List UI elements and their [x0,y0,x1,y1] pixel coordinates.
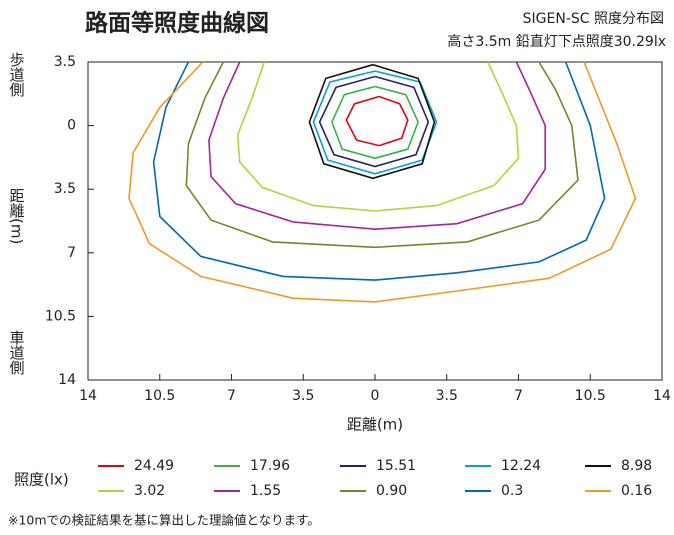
y-tick-label: 3.5 [54,54,76,70]
contour-line [312,70,438,175]
contour-line [236,61,520,212]
legend-label: 24.49 [134,458,174,474]
legend-label: 0.90 [376,483,407,499]
y-tick-label: 10.5 [45,308,76,324]
x-tick-label: 10.5 [144,388,175,404]
legend-label: 1.55 [250,483,281,499]
legend-label: 0.16 [621,483,652,499]
y-tick-label: 14 [58,372,76,388]
contour-line [345,95,409,147]
x-tick-label: 0 [371,388,380,404]
contour-line [308,63,436,180]
y-tick-label: 3.5 [54,181,76,197]
y-bottom-label: 車道側 [8,330,26,375]
x-tick-label: 14 [79,388,97,404]
legend-label: 17.96 [250,458,290,474]
y-tick-label: 7 [67,245,76,261]
plot-frame [87,61,663,381]
legend-label: 0.3 [501,483,523,499]
y-tick-label: 0 [67,118,76,134]
contour-line [208,61,546,231]
legend-title: 照度(lx) [14,471,69,489]
legend-label: 3.02 [134,483,165,499]
x-tick-label: 3.5 [436,388,458,404]
contour-line [128,61,637,303]
contour-line [318,75,430,168]
x-axis-label: 距離(m) [347,416,403,434]
legend-label: 12.24 [501,458,541,474]
contour-line [152,61,606,281]
subtitle: SIGEN-SC 照度分布図 [523,11,664,27]
x-tick-label: 3.5 [292,388,314,404]
y-axis-label: 距離(m) [8,188,26,244]
legend-label: 15.51 [376,458,416,474]
contour-line [185,61,579,249]
x-tick-label: 7 [227,388,236,404]
chart-title: 路面等照度曲線図 [85,10,269,37]
legend-label: 8.98 [621,458,652,474]
subtitle: 高さ3.5m 鉛直灯下点照度30.29lx [447,33,666,50]
x-tick-label: 10.5 [575,388,606,404]
footnote: ※10mでの検証結果を基に算出した理論値となります。 [8,513,320,528]
y-top-label: 歩道側 [8,52,26,97]
x-tick-label: 7 [514,388,523,404]
contour-line [331,85,419,160]
x-tick-label: 14 [653,388,671,404]
